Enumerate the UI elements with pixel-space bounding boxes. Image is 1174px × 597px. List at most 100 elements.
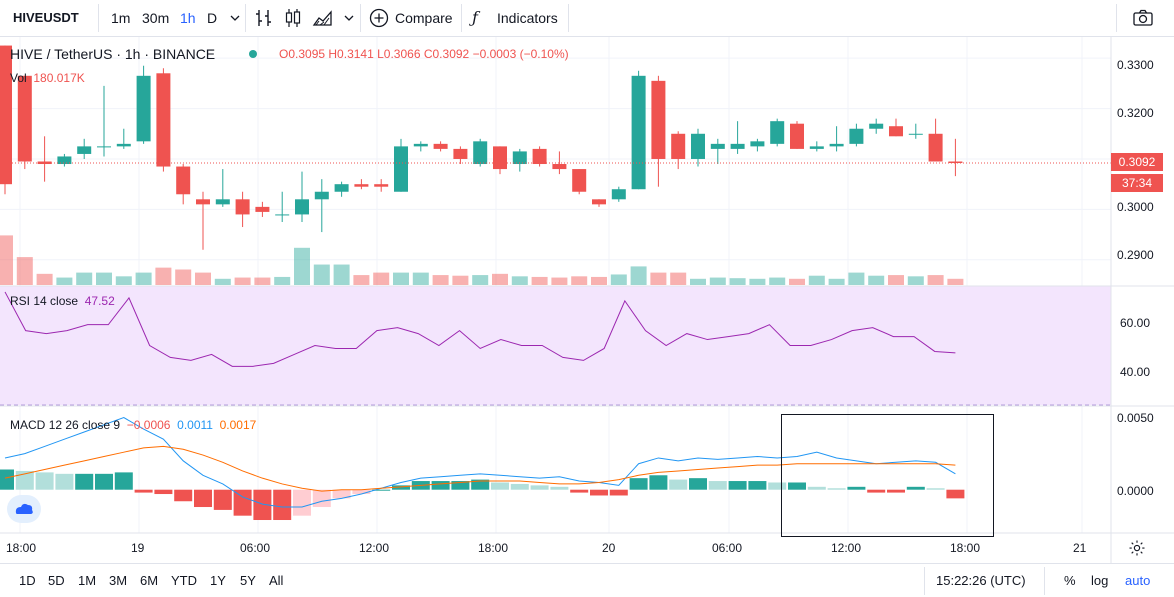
candles-chart-icon[interactable]	[281, 6, 305, 30]
toolbar-divider	[1116, 4, 1117, 32]
macd-histogram-bar	[629, 478, 648, 490]
macd-histogram-bar	[134, 489, 153, 493]
candle-body	[671, 133, 686, 159]
volume-bar	[214, 278, 231, 285]
candle-body	[869, 123, 884, 129]
add-compare-icon[interactable]	[367, 6, 391, 30]
macd-histogram-bar	[906, 486, 925, 490]
range-1m-button[interactable]: 1M	[78, 573, 97, 588]
candle-body	[374, 184, 389, 187]
range-ytd-button[interactable]: YTD	[171, 573, 197, 588]
utc-clock[interactable]: 15:22:26 (UTC)	[936, 573, 1026, 588]
macd-histogram-bar	[372, 489, 391, 491]
volume-bar	[868, 275, 885, 285]
footer-divider	[1044, 567, 1045, 595]
macd-histogram-bar	[55, 473, 74, 490]
candlestick-series	[0, 45, 1111, 250]
macd-histogram-bar	[213, 489, 232, 510]
chevron-down-icon[interactable]	[337, 6, 361, 30]
percent-scale-toggle[interactable]: %	[1064, 573, 1076, 588]
macd-histogram-bar	[827, 488, 846, 490]
macd-histogram-bar	[392, 485, 410, 490]
volume-bar	[234, 277, 251, 285]
settings-gear-icon[interactable]	[1128, 539, 1146, 557]
area-chart-icon[interactable]	[311, 6, 335, 30]
macd-histogram-bar	[530, 485, 549, 490]
time-tick: 20	[602, 541, 616, 555]
volume-bar	[373, 272, 390, 285]
candle-body	[770, 121, 785, 144]
interval-d-button[interactable]: D	[207, 10, 218, 26]
tradingview-logo[interactable]	[7, 495, 41, 523]
rsi-tick: 60.00	[1120, 316, 1151, 330]
candle-body	[552, 164, 567, 170]
time-tick: 18:00	[478, 541, 509, 555]
time-tick: 06:00	[712, 541, 743, 555]
macd-line	[4, 416, 956, 508]
chart-canvas[interactable]	[0, 37, 1174, 563]
time-tick: 21	[1073, 541, 1087, 555]
volume-bar	[888, 275, 904, 285]
macd-histogram-bar	[768, 482, 787, 490]
interval-30m-button[interactable]: 30m	[142, 10, 170, 26]
candle-body	[809, 146, 824, 149]
candle-body	[57, 156, 72, 165]
compare-button[interactable]: Compare	[395, 10, 453, 26]
volume-bar	[254, 277, 271, 285]
volume-bar	[432, 275, 449, 285]
toolbar-divider	[98, 4, 99, 32]
indicators-button[interactable]: Indicators	[497, 10, 558, 26]
candle-body	[631, 75, 646, 190]
chevron-down-icon[interactable]	[223, 6, 247, 30]
macd-histogram-bar	[154, 489, 173, 495]
volume-bar	[749, 278, 766, 285]
volume-bar	[610, 274, 627, 285]
candle-body	[235, 199, 250, 215]
candle-body	[592, 199, 606, 205]
change-value: −0.0003 (−0.10%)	[472, 47, 569, 61]
range-all-button[interactable]: All	[269, 573, 284, 588]
candle-body	[255, 206, 270, 212]
volume-bar	[452, 275, 469, 285]
series-title: HIVE / TetherUS · 1h · BINANCE	[10, 46, 215, 62]
log-scale-toggle[interactable]: log	[1091, 573, 1109, 588]
symbol-search-button[interactable]: HIVEUSDT	[13, 10, 79, 25]
candle-body	[790, 123, 804, 149]
macd-line-value: 0.0011	[177, 418, 213, 432]
auto-scale-toggle[interactable]: auto	[1125, 573, 1151, 588]
volume-bar	[175, 269, 192, 285]
candle-body	[710, 143, 725, 149]
range-1y-button[interactable]: 1Y	[210, 573, 226, 588]
camera-icon[interactable]	[1131, 6, 1155, 30]
macd-histogram-bar	[807, 486, 826, 490]
last-price-label: 0.3092	[1111, 153, 1163, 171]
candle-body	[948, 161, 963, 164]
range-5y-button[interactable]: 5Y	[240, 573, 256, 588]
range-5d-button[interactable]: 5D	[48, 573, 65, 588]
volume-legend: Vol 180.017K	[10, 71, 85, 85]
macd-histogram-bar	[887, 489, 905, 493]
bars-chart-icon[interactable]	[252, 6, 276, 30]
range-3m-button[interactable]: 3M	[109, 573, 128, 588]
volume-bar	[96, 272, 112, 285]
rsi-value: 47.52	[84, 294, 115, 308]
selection-rectangle[interactable]	[781, 414, 994, 537]
rsi-line	[4, 291, 956, 367]
volume-bar	[828, 278, 845, 285]
macd-histogram-bar	[312, 489, 331, 508]
candle-body	[176, 166, 191, 195]
candle-body	[611, 189, 626, 200]
range-1d-button[interactable]: 1D	[19, 573, 36, 588]
volume-histogram	[0, 235, 964, 285]
interval-1m-button[interactable]: 1m	[111, 10, 131, 26]
candle-body	[275, 214, 290, 216]
volume-bar	[412, 272, 429, 285]
range-6m-button[interactable]: 6M	[140, 573, 159, 588]
toolbar-divider	[461, 4, 462, 32]
interval-1h-button[interactable]: 1h	[180, 10, 196, 26]
volume-bar	[274, 276, 291, 285]
volume-bar	[155, 267, 172, 285]
indicators-fx-icon[interactable]: ƒ	[472, 8, 478, 27]
macd-histogram-bar	[194, 489, 212, 508]
volume-bar	[393, 272, 409, 285]
